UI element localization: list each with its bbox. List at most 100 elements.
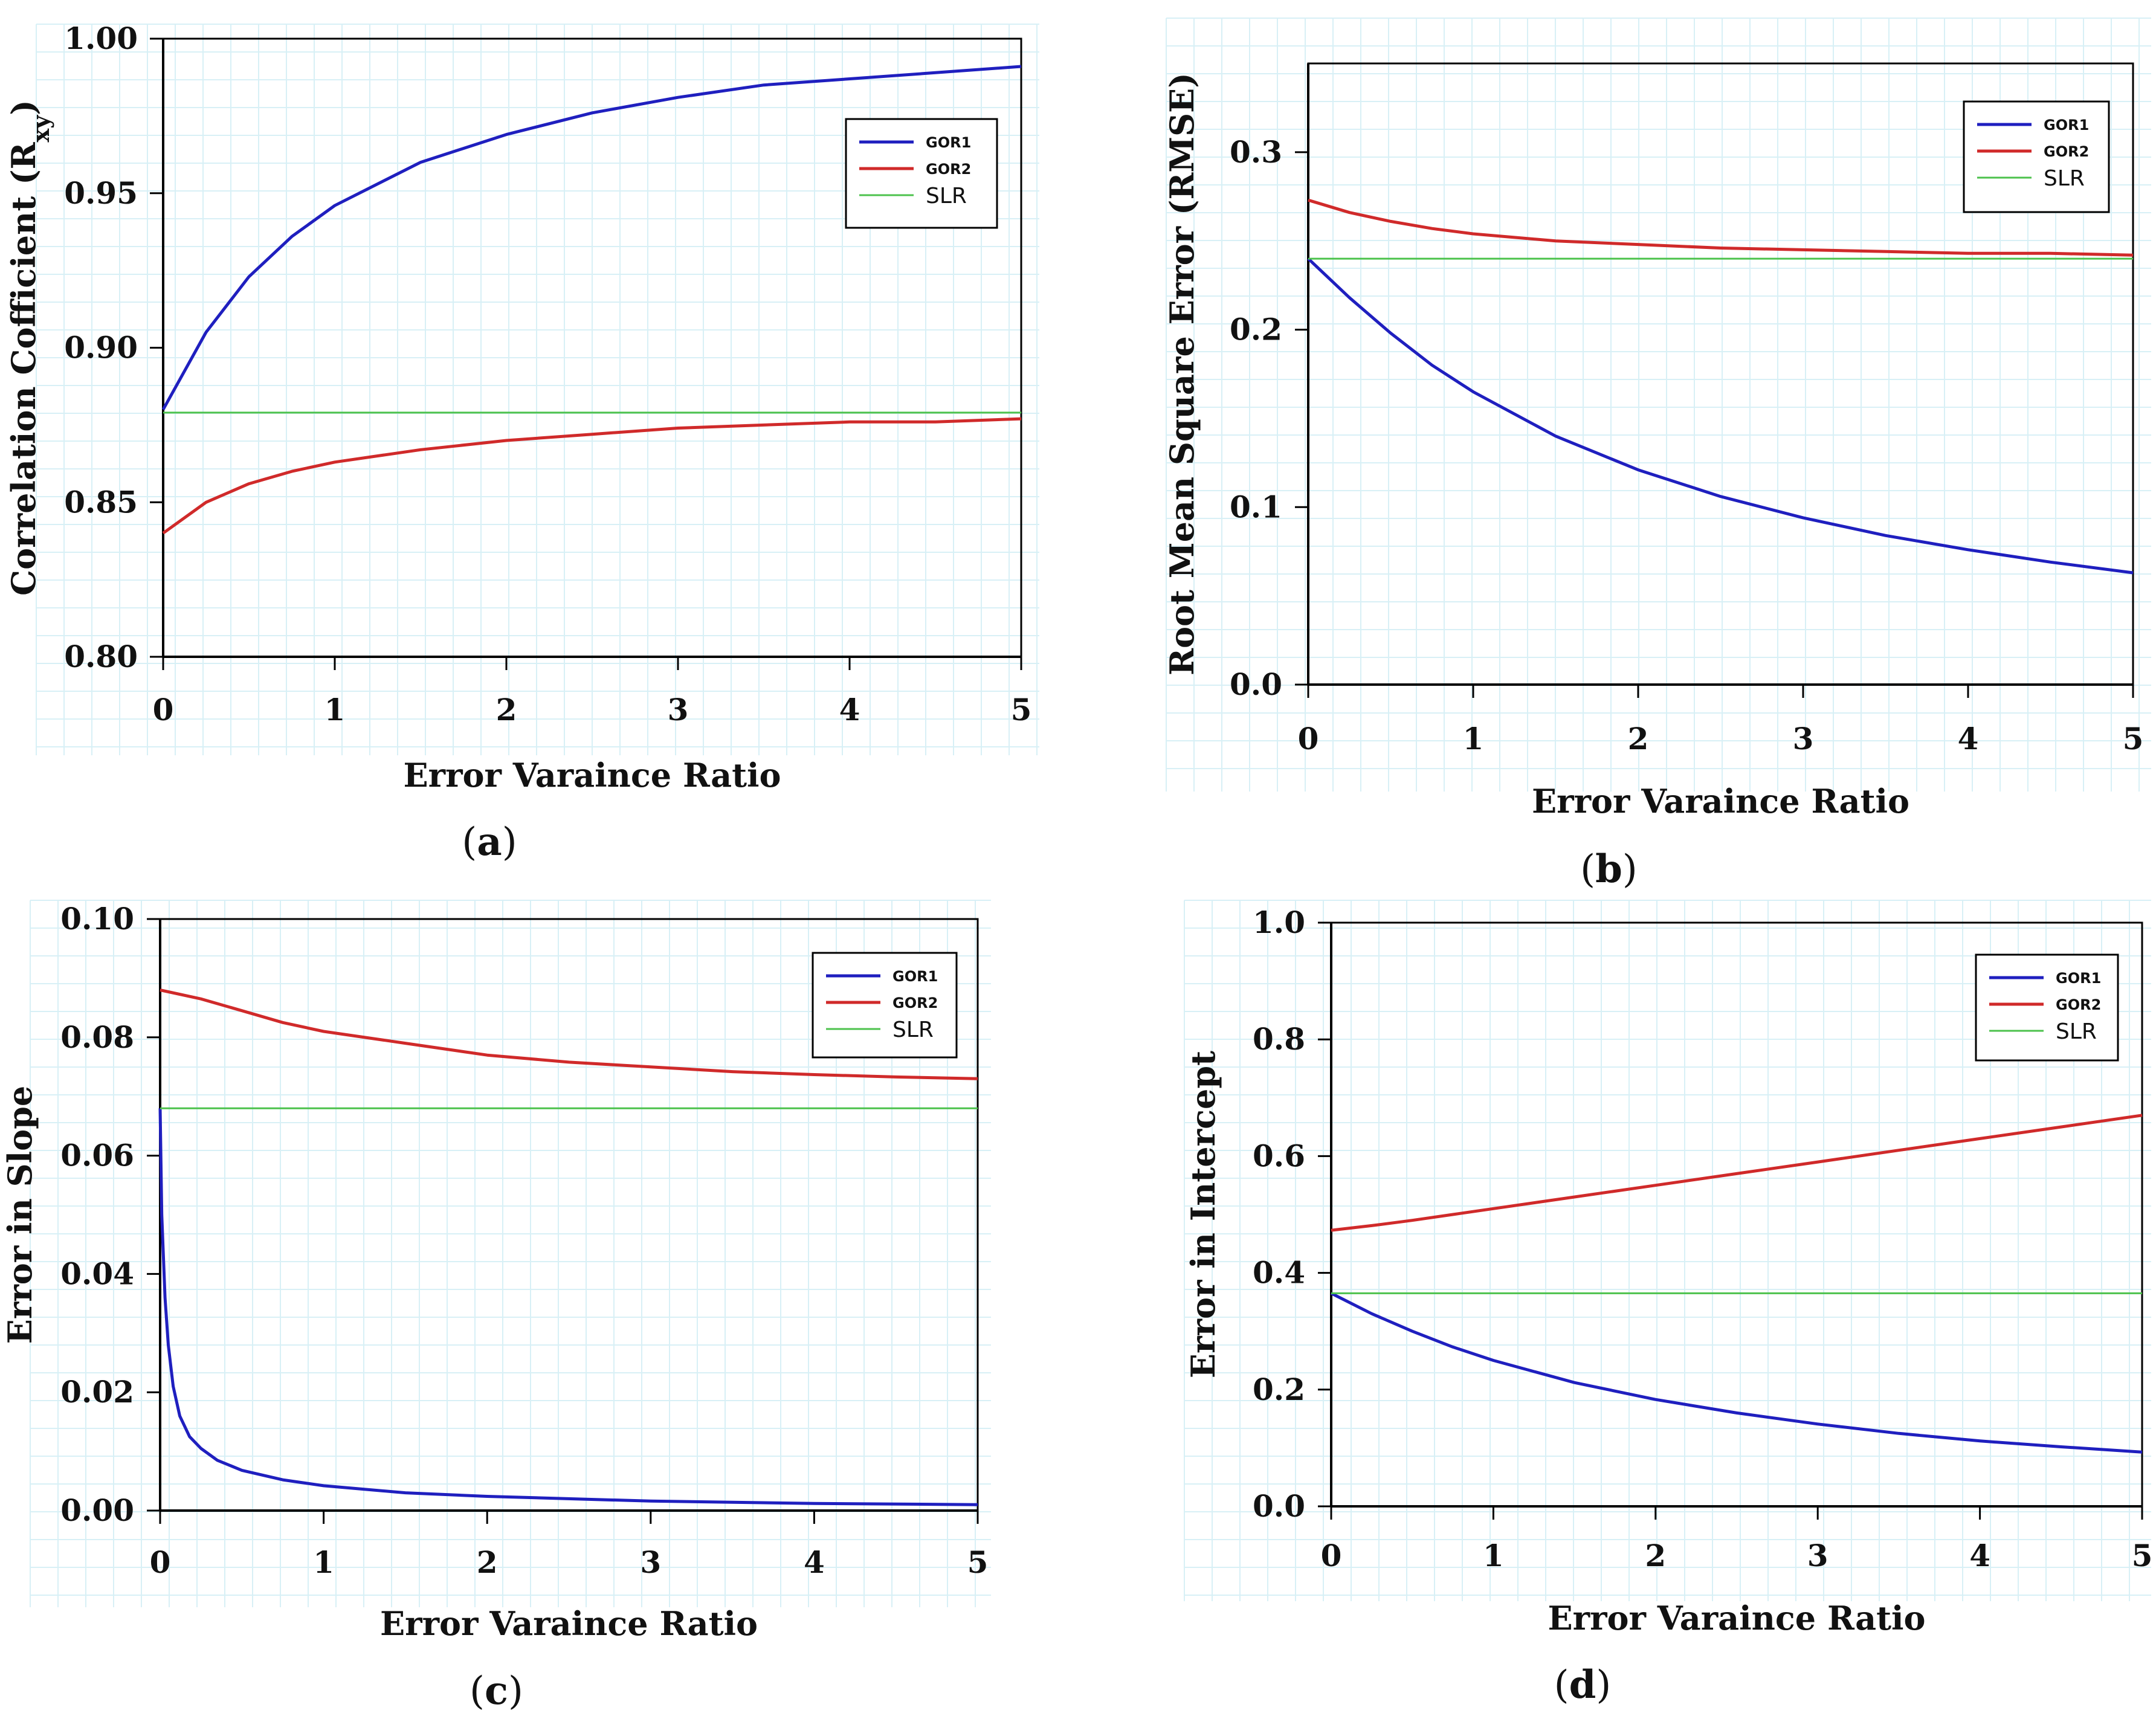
x-tick-label: 3: [1793, 721, 1814, 756]
x-tick-label: 0: [1298, 721, 1319, 756]
legend-label-slr: SLR: [2044, 166, 2085, 191]
x-tick-label: 4: [1958, 721, 1979, 756]
y-tick-label: 0.2: [1253, 1372, 1305, 1407]
y-axis-title: Correlation Cofficient (Rxy): [4, 100, 54, 596]
legend-label-slr: SLR: [892, 1018, 934, 1042]
legend-label-gor2: GOR2: [926, 161, 971, 178]
legend-label-gor1: GOR1: [2044, 117, 2089, 134]
y-tick-label: 0.6: [1253, 1138, 1305, 1173]
panel-tag-close: ): [508, 1669, 523, 1714]
y-tick-label: 0.06: [60, 1138, 134, 1173]
x-tick-label: 2: [477, 1544, 498, 1580]
legend-box: [1963, 100, 2110, 213]
background-grid: [30, 900, 991, 1607]
panel-tag-open: (: [1580, 847, 1595, 892]
y-axis-title: Error in Slope: [1, 1086, 39, 1344]
x-tick-label: 3: [668, 692, 689, 727]
legend: GOR1 GOR2 SLR: [812, 952, 958, 1059]
background-grid: [36, 24, 1039, 755]
legend: GOR1 GOR2 SLR: [1963, 100, 2110, 213]
panel-tag-letter: a: [477, 819, 502, 865]
series-line-gor1: [1330, 1292, 2143, 1454]
series-line-gor2: [1331, 1114, 2143, 1232]
x-tick-label: 5: [1011, 692, 1032, 727]
y-tick-label: 0.02: [60, 1374, 134, 1410]
x-tick-label: 1: [324, 692, 346, 727]
y-axis-title-subscript: xy: [27, 115, 54, 143]
legend-box: [812, 952, 958, 1059]
legend-label-slr: SLR: [2056, 1019, 2097, 1044]
y-axis-title: Error in Intercept: [1184, 1051, 1222, 1378]
series-line-gor1: [161, 65, 1022, 411]
panel-tag: (c): [470, 1668, 523, 1714]
y-tick-label: 1.00: [64, 21, 138, 56]
x-tick-label: 1: [1483, 1538, 1504, 1573]
x-tick-label: 0: [1321, 1538, 1342, 1573]
background-grid: [1184, 900, 2151, 1601]
y-tick-label: 0.95: [64, 175, 138, 211]
panel-tag: (b): [1580, 847, 1638, 892]
panel-tag-close: ): [1596, 1663, 1611, 1708]
x-axis-title: Error Varaince Ratio: [403, 756, 781, 795]
panel-tag-close: ): [1622, 847, 1638, 892]
series-line-gor1: [158, 1108, 978, 1506]
y-axis-title-close: ): [4, 100, 43, 115]
x-tick-label: 2: [1628, 721, 1649, 756]
y-tick-label: 0.3: [1230, 134, 1282, 170]
panel-tag-letter: b: [1595, 847, 1622, 892]
y-tick-label: 0.08: [60, 1019, 134, 1055]
panel-tag: (d): [1554, 1662, 1612, 1708]
x-tick-label: 4: [804, 1544, 825, 1580]
y-tick-label: 0.8: [1253, 1021, 1305, 1057]
y-tick-label: 0.00: [60, 1492, 134, 1528]
y-tick-label: 0.0: [1230, 666, 1282, 702]
y-tick-label: 0.0: [1253, 1488, 1305, 1524]
legend-label-gor2: GOR2: [2044, 143, 2089, 160]
y-tick-label: 0.80: [64, 639, 138, 674]
x-tick-label: 2: [1645, 1538, 1666, 1573]
x-tick-label: 5: [2123, 721, 2144, 756]
y-tick-label: 0.04: [60, 1256, 134, 1291]
x-tick-label: 4: [1969, 1538, 1990, 1573]
x-tick-label: 3: [640, 1544, 661, 1580]
panel-tag-open: (: [462, 820, 477, 865]
x-tick-label: 3: [1807, 1538, 1828, 1573]
legend-label-gor1: GOR1: [926, 134, 971, 151]
panel-tag-open: (: [1554, 1663, 1569, 1708]
x-tick-label: 1: [313, 1544, 334, 1580]
x-tick-label: 1: [1463, 721, 1484, 756]
legend-label-gor1: GOR1: [892, 968, 938, 985]
y-tick-label: 0.4: [1253, 1255, 1305, 1291]
chart-panel-c: 0 1 2 3 4 5 0.00 0.02 0.04 0.06 0.08 0.10 GOR1 GOR2 SL…: [1, 900, 991, 1714]
legend-box: [845, 118, 998, 229]
y-tick-label: 0.2: [1230, 312, 1282, 347]
panel-tag-close: ): [502, 820, 517, 865]
x-axis-title: Error Varaince Ratio: [380, 1604, 758, 1643]
panel-tag-letter: c: [485, 1668, 508, 1714]
x-tick-label: 0: [153, 692, 174, 727]
chart-panel-a: 0 1 2 3 4 5 0.80 0.85 0.90 0.95 1.00 GOR1 GOR2 SLR Err…: [4, 21, 1039, 865]
x-tick-label: 0: [150, 1544, 171, 1580]
y-tick-label: 0.1: [1230, 489, 1282, 524]
y-tick-label: 0.85: [64, 484, 138, 520]
x-tick-label: 5: [2132, 1538, 2153, 1573]
legend-label-gor2: GOR2: [2056, 996, 2101, 1013]
x-tick-label: 5: [967, 1544, 989, 1580]
series-line-gor2: [160, 989, 978, 1080]
legend-label-gor2: GOR2: [892, 995, 938, 1011]
series-line-gor2: [1308, 198, 2134, 257]
x-axis-title: Error Varaince Ratio: [1548, 1599, 1925, 1637]
x-axis-title: Error Varaince Ratio: [1532, 782, 1909, 821]
background-grid: [1166, 18, 2151, 792]
chart-panel-b: 0 1 2 3 4 5 0.0 0.1 0.2 0.3 GOR1 GOR2 SLR Error Varai…: [1163, 18, 2151, 892]
panel-tag-letter: d: [1569, 1662, 1596, 1708]
y-tick-label: 0.10: [60, 901, 134, 937]
chart-panel-d: 0 1 2 3 4 5 0.0 0.2 0.4 0.6 0.8 1.0 GOR1 GOR2 SLR Error…: [1184, 900, 2152, 1708]
x-tick-label: 2: [496, 692, 517, 727]
panel-tag-open: (: [470, 1669, 485, 1714]
legend-label-gor1: GOR1: [2056, 970, 2101, 987]
legend-box: [1975, 953, 2119, 1062]
legend: GOR1 GOR2 SLR: [1975, 953, 2119, 1062]
panel-tag: (a): [462, 819, 517, 865]
